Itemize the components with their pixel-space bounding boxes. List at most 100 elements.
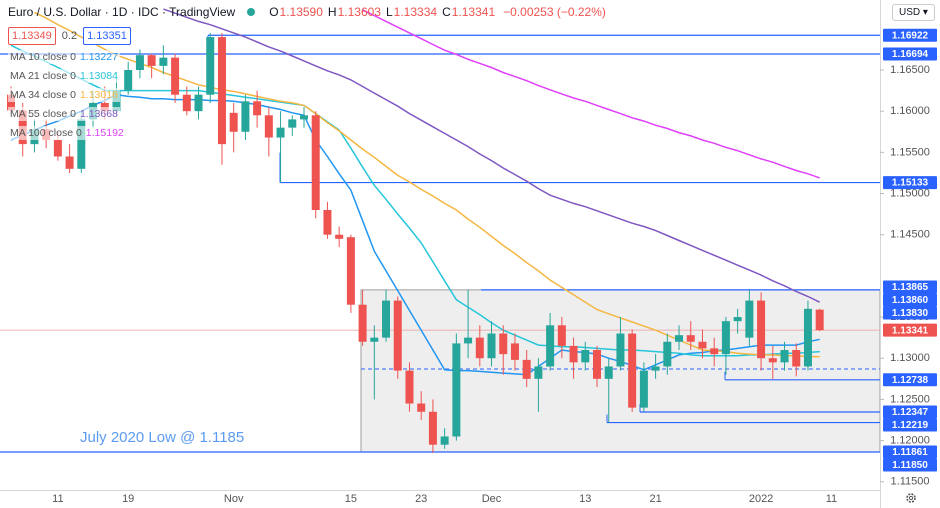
price-label: 1.13830 xyxy=(892,308,929,319)
candle-body xyxy=(182,94,191,112)
currency-menu[interactable]: USD ▾ xyxy=(892,4,935,21)
header: Euro / U.S. Dollar · 1D · IDC · TradingV… xyxy=(8,5,610,19)
candle-body xyxy=(241,101,250,132)
candle-body xyxy=(510,343,519,360)
ohlc: O 1.13590 H 1.13603 L 1.13334 C 1.13341 xyxy=(269,5,499,19)
candle-body xyxy=(335,234,344,239)
ohlc-key: O xyxy=(269,5,279,19)
candle-body xyxy=(733,317,742,322)
ma-line xyxy=(10,44,820,357)
change: −0.00253 (−0.22%) xyxy=(503,5,606,19)
indicator-value: 1.15192 xyxy=(85,127,124,139)
price-label-box xyxy=(883,293,937,307)
candle-body xyxy=(815,309,824,331)
indicator-value: 1.13668 xyxy=(79,108,118,120)
candle-body xyxy=(768,358,777,363)
x-tick-label: Nov xyxy=(224,493,244,505)
quote: 1.13349 0.2 1.13351 xyxy=(8,27,131,45)
price-label-box xyxy=(883,47,937,61)
price-label: 1.11850 xyxy=(892,460,928,471)
ma-line xyxy=(34,11,820,358)
candle-body xyxy=(77,119,86,169)
x-tick-label: 11 xyxy=(52,493,63,505)
ohlc-value: 1.13590 xyxy=(279,5,323,19)
indicator-name: MA 21 close 0 xyxy=(10,70,76,82)
candle-body xyxy=(171,57,180,95)
sell-price[interactable]: 1.13349 xyxy=(8,27,56,45)
price-axis-bg xyxy=(880,0,940,508)
price-label: 1.16922 xyxy=(892,30,929,41)
y-tick-label: 1.15000 xyxy=(890,187,930,199)
ohlc-value: 1.13341 xyxy=(451,5,496,19)
price-label-box xyxy=(883,405,937,419)
price-label-box xyxy=(883,458,937,472)
settings-button[interactable] xyxy=(906,493,916,503)
candle-body xyxy=(206,37,215,95)
candle-body xyxy=(358,304,367,342)
ohlc-value: 1.13334 xyxy=(393,5,438,19)
candle-body xyxy=(686,335,695,342)
ohlc-key: L xyxy=(385,5,393,19)
candle-body xyxy=(581,350,590,363)
price-label-box xyxy=(883,306,937,320)
candle-body xyxy=(639,370,648,408)
price-label: 1.11861 xyxy=(892,447,928,458)
price-label: 1.13860 xyxy=(892,295,929,306)
ohlc-key: C xyxy=(442,5,451,19)
y-tick-label: 1.15500 xyxy=(890,146,930,158)
candle-body xyxy=(721,321,730,355)
plot xyxy=(0,8,880,453)
candle-body xyxy=(346,237,355,305)
candle-body xyxy=(417,403,426,412)
currency[interactable]: USD xyxy=(899,7,921,18)
price-label-box xyxy=(883,323,937,337)
candle-body xyxy=(300,115,308,120)
candle-body xyxy=(65,156,74,169)
candle-body xyxy=(452,343,461,437)
y-tick-label: 1.12500 xyxy=(890,393,930,405)
y-tick-label: 1.12000 xyxy=(890,434,930,446)
price-label-box xyxy=(883,373,937,387)
indicator-value: 1.13084 xyxy=(79,70,118,82)
x-tick-label: 2022 xyxy=(749,493,773,505)
candle-body xyxy=(253,101,262,116)
y-tick-label: 1.11500 xyxy=(891,476,930,488)
y-tick-label: 1.14500 xyxy=(890,229,930,241)
price-label: 1.12738 xyxy=(892,375,929,386)
candle-body xyxy=(698,341,707,349)
candle-body xyxy=(803,308,812,367)
candle-body xyxy=(569,345,578,363)
candle-body xyxy=(663,341,672,367)
price-label: 1.12347 xyxy=(892,407,929,418)
range-box xyxy=(360,289,880,453)
gear-hub xyxy=(908,495,914,501)
x-tick-label: 15 xyxy=(345,493,357,505)
candle-body xyxy=(792,350,801,367)
x-tick-label: 19 xyxy=(122,493,134,505)
candle-body xyxy=(534,366,543,379)
candle-body xyxy=(135,55,144,70)
price-label-box xyxy=(883,445,937,459)
candle-body xyxy=(7,94,15,111)
candle-body xyxy=(604,366,613,379)
candle-body xyxy=(710,348,719,355)
y-tick-label: 1.16000 xyxy=(890,105,930,117)
candle-body xyxy=(522,359,531,379)
x-tick-label: 11 xyxy=(826,493,837,505)
candle-body xyxy=(757,300,766,359)
indicator-row: MA 34 close 0 1.13016 xyxy=(8,88,120,102)
buy-price[interactable]: 1.13351 xyxy=(83,27,131,45)
candle-body xyxy=(651,366,660,371)
indicator-name: MA 100 close 0 xyxy=(10,127,82,139)
price-label-box xyxy=(883,28,937,42)
candle-body xyxy=(323,210,332,235)
indicator-row: MA 100 close 0 1.15192 xyxy=(8,126,126,140)
indicator-row: MA 21 close 0 1.13084 xyxy=(8,69,120,83)
candle-body xyxy=(276,127,285,138)
price-label: 1.15133 xyxy=(892,178,929,189)
candle-body xyxy=(194,94,203,112)
candle-body xyxy=(780,350,789,363)
candle-body xyxy=(405,370,414,404)
x-tick-label: 13 xyxy=(579,493,591,505)
